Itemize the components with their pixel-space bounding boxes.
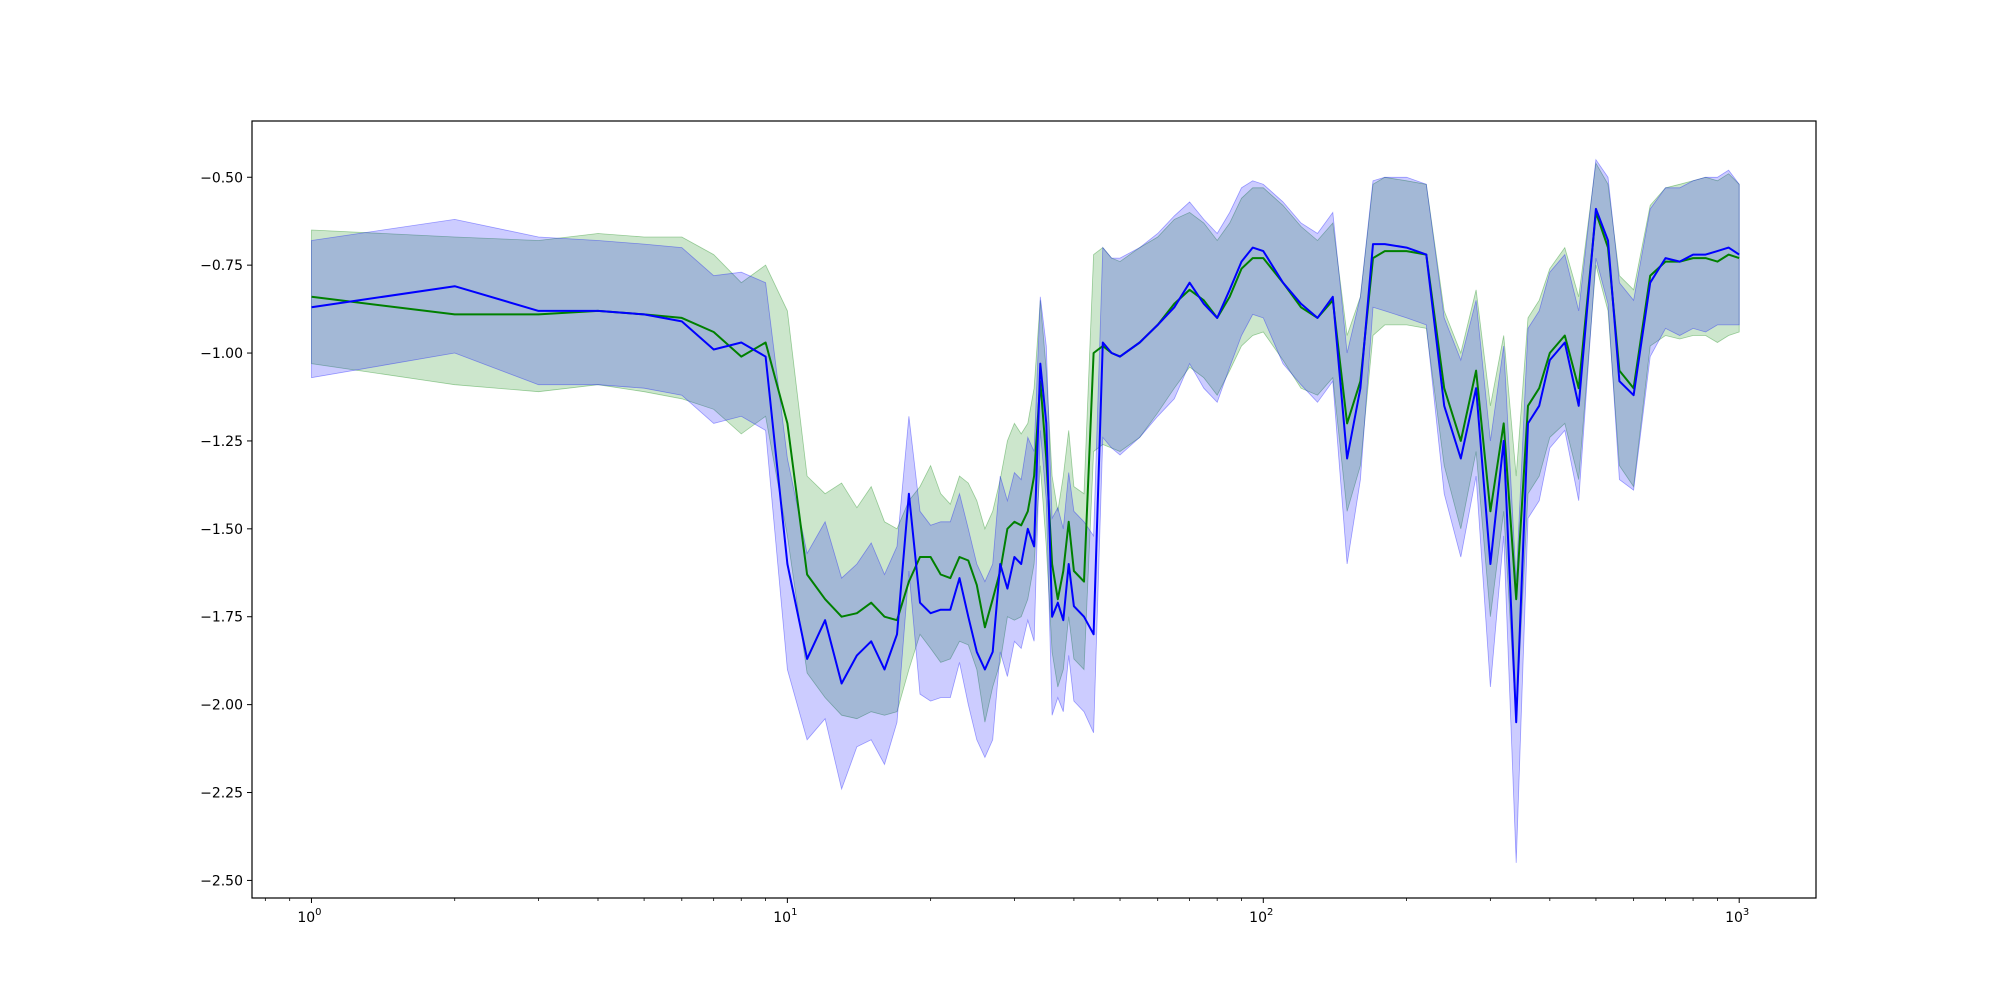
y-tick-label: −0.50 [200, 170, 243, 186]
y-tick-label: −2.50 [200, 873, 243, 889]
y-tick-label: −2.00 [200, 698, 243, 714]
plot-frame [251, 120, 1817, 899]
y-tick-label: −1.00 [200, 346, 243, 362]
series-1-band [311, 158, 1740, 863]
y-tick-label: −1.75 [200, 610, 243, 626]
series-0-band [311, 161, 1740, 723]
series-lines [311, 207, 1740, 724]
confidence-bands [311, 158, 1740, 863]
y-tick-label: −0.75 [200, 258, 243, 274]
series-1-line [311, 207, 1740, 724]
y-tick-label: −1.50 [200, 522, 243, 538]
y-axis: −0.50 −0.75 −1.00 −1.25 −1.50 −1.75 −2.00 −2.25… [200, 170, 252, 889]
y-tick-label: −2.25 [200, 786, 243, 802]
y-tick-label: −1.25 [200, 434, 243, 450]
